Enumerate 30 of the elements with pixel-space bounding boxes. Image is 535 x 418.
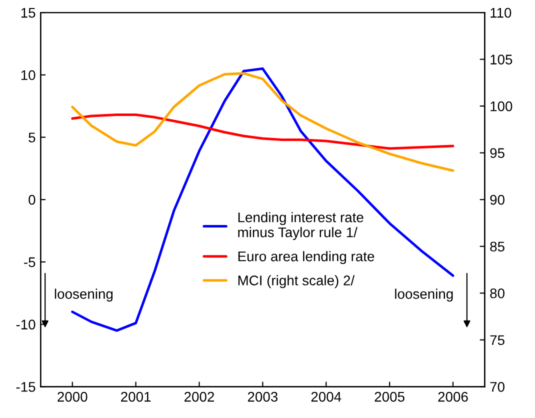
y-tick-label: 5 (28, 132, 36, 142)
y2-tick-label: 100 (490, 101, 512, 112)
y-tick-label: 15 (21, 8, 36, 18)
y2-tick-label: 90 (490, 194, 504, 205)
y2-tick-label: 110 (490, 8, 512, 18)
legend-label: Euro area lending rate (238, 251, 374, 264)
x-tick-label: 2001 (121, 392, 151, 402)
x-tick-label: 2005 (374, 392, 404, 402)
y2-tick-label: 70 (490, 382, 504, 392)
y2-tick-label: 105 (490, 54, 512, 64)
y-tick-label: -5 (24, 257, 36, 268)
y2-tick-label: 75 (490, 335, 504, 346)
y2-tick-label: 85 (490, 242, 504, 252)
y2-tick-label: 95 (490, 148, 504, 158)
x-tick-label: 2002 (184, 392, 214, 402)
x-tick-label: 2004 (311, 392, 342, 402)
x-tick-label: 2000 (58, 392, 88, 402)
y2-tick-label: 80 (490, 288, 504, 298)
line-series (71, 72, 454, 172)
y-tick-label: -10 (16, 320, 36, 330)
annotation: loosening (395, 288, 453, 302)
y-tick-label: 10 (21, 70, 36, 80)
x-tick-label: 2006 (438, 392, 468, 402)
legend-label: MCI (right scale) 2/ (238, 275, 355, 288)
y-tick-label: -15 (16, 382, 36, 392)
x-tick-label: 2003 (248, 392, 278, 402)
line-series (71, 114, 454, 150)
annotation: loosening (54, 288, 113, 302)
legend-label: Lending interest rate minus Taylor rule 1/ (238, 212, 364, 240)
y-tick-label: 0 (28, 194, 36, 205)
